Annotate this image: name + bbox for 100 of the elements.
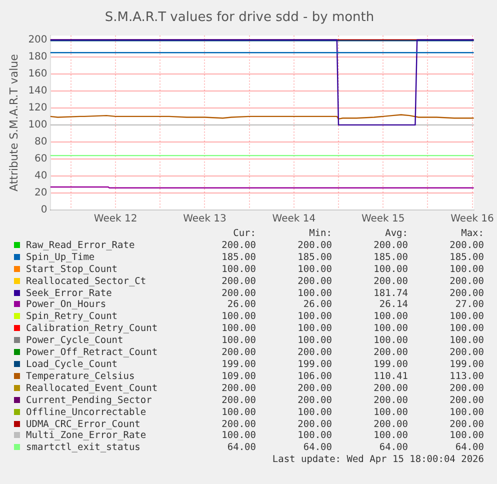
legend-label: Reallocated_Sector_Ct	[26, 276, 146, 287]
legend-label: Load_Cycle_Count	[26, 358, 118, 370]
x-tick-label: Week 14	[272, 214, 316, 225]
y-tick-label: 0	[40, 204, 48, 216]
text: 100.00	[448, 311, 484, 324]
text: 200.00	[220, 240, 256, 252]
legend-label: Calibration_Retry_Count	[26, 323, 158, 334]
legend-label: UDMA_CRC_Error_Count	[26, 418, 140, 430]
text: 200.00	[372, 382, 408, 395]
text: 200.00	[296, 240, 332, 252]
text: 100.00	[296, 323, 332, 336]
legend-label: Offline_Uncorrectable	[26, 406, 146, 418]
text: 200.00	[296, 394, 332, 407]
legend-label: smartctl_exit_status	[26, 442, 140, 454]
text: 64.00	[454, 442, 484, 454]
text: 200.00	[220, 276, 256, 288]
x-tick-label: Week 16	[450, 214, 494, 225]
y-tick-label: 140	[28, 85, 48, 96]
text: 100.00	[372, 430, 408, 442]
text: 200.00	[372, 418, 408, 430]
text: 200.00	[448, 276, 484, 288]
legend-label: Reallocated_Event_Count	[26, 382, 158, 394]
text: 26.14	[378, 299, 408, 312]
y-tick-label: 80	[34, 136, 48, 148]
text: 200.00	[220, 382, 256, 395]
text: 100.00	[372, 335, 408, 348]
y-axis-title: Attribute S.M.A.R.T value	[7, 54, 20, 192]
text: 100.00	[372, 323, 408, 336]
text: Avg:	[384, 228, 408, 240]
text: 200.00	[448, 394, 484, 407]
legend-label: Power_Cycle_Count	[26, 335, 124, 346]
chart-title: S.M.A.R.T values for drive sdd - by month	[104, 10, 374, 26]
text: 200.00	[448, 288, 484, 300]
text: 100.00	[220, 264, 256, 276]
text: 200.00	[220, 288, 256, 300]
x-tick-label: Week 12	[94, 214, 138, 225]
text: 26.00	[302, 299, 332, 312]
text: 27.00	[454, 299, 484, 312]
text: 181.74	[372, 288, 408, 300]
text: 199.00	[448, 358, 484, 371]
y-tick-label: 180	[28, 51, 48, 62]
text: 200.00	[296, 382, 332, 395]
y-tick-label: 160	[28, 68, 48, 80]
text: 113.00	[448, 370, 484, 383]
text: 100.00	[220, 311, 256, 324]
text: 200.00	[220, 347, 256, 359]
text: 100.00	[220, 323, 256, 336]
legend-label: Temperature_Celsius	[26, 370, 135, 382]
text: 100.00	[220, 430, 256, 442]
legend-label: Seek_Error_Rate	[26, 288, 112, 299]
text: 100.00	[296, 288, 332, 300]
text: 100.00	[296, 430, 332, 442]
text: 100.00	[448, 430, 484, 442]
text: 100.00	[448, 406, 484, 418]
text: 64.00	[302, 442, 332, 454]
legend-label: Raw_Read_Error_Rate	[26, 240, 135, 251]
legend-label: Power_On_Hours	[26, 299, 106, 310]
y-tick-label: 40	[34, 170, 48, 182]
text: 100.00	[296, 264, 332, 276]
text: 100.00	[448, 264, 484, 276]
legend-label: Start_Stop_Count	[26, 264, 118, 275]
text: 199.00	[296, 358, 332, 371]
text: 200.00	[448, 347, 484, 359]
legend-label: Spin_Retry_Count	[26, 311, 118, 322]
text: 200.00	[448, 240, 484, 252]
y-tick-label: 20	[34, 188, 48, 199]
text: 64.00	[378, 442, 408, 454]
text: 200.00	[448, 382, 484, 395]
text: 200.00	[296, 347, 332, 359]
text: Min:	[308, 228, 332, 240]
text: 200.00	[220, 394, 256, 407]
text: 200.00	[372, 394, 408, 407]
legend-label: Power_Off_Retract_Count	[26, 347, 158, 358]
text: 200.00	[448, 418, 484, 430]
text: 26.00	[226, 299, 256, 312]
text: 110.41	[372, 370, 408, 383]
text: 185.00	[296, 252, 332, 264]
text: 200.00	[220, 418, 256, 430]
text: 64.00	[226, 442, 256, 454]
text: 100.00	[372, 264, 408, 276]
text: 100.00	[372, 406, 408, 418]
legend-label: Current_Pending_Sector	[26, 394, 152, 406]
text: 185.00	[448, 252, 484, 264]
text: 100.00	[448, 323, 484, 336]
y-tick-label: 200	[28, 34, 48, 46]
text: 100.00	[372, 311, 408, 324]
text: 199.00	[220, 358, 256, 371]
text: 200.00	[372, 276, 408, 288]
text: 200.00	[372, 240, 408, 252]
text: Last update: Wed Apr 15 18:00:04 2026	[271, 454, 484, 466]
text: 100.00	[220, 335, 256, 348]
text: 199.00	[372, 358, 408, 371]
text: 100.00	[220, 406, 256, 418]
y-tick-label: 100	[28, 120, 48, 131]
y-tick-label: 120	[28, 102, 48, 114]
text: 100.00	[296, 311, 332, 324]
text: 200.00	[372, 347, 408, 359]
y-tick-label: 60	[34, 154, 48, 165]
text: 185.00	[220, 252, 256, 264]
text: 200.00	[296, 418, 332, 430]
